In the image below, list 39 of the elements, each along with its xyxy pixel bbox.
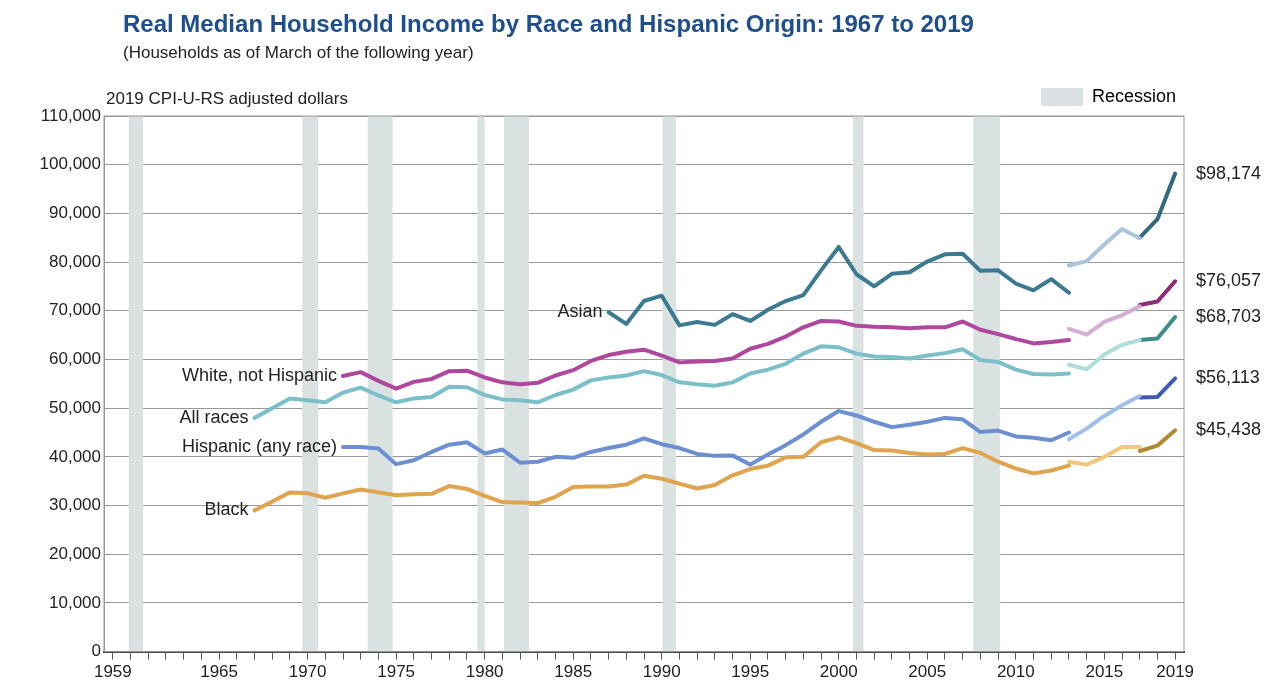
x-tick-label: 1985 <box>554 662 593 682</box>
y-tick-label: 110,000 <box>40 105 101 125</box>
x-tick-label: 1995 <box>731 662 770 682</box>
x-tick-label: 1959 <box>93 662 132 682</box>
chart-subtitle: (Households as of March of the following year) <box>123 43 474 62</box>
x-tick-label: 1975 <box>377 662 416 682</box>
x-tick-label: 2010 <box>996 662 1035 682</box>
x-tick-label: 1970 <box>288 662 327 682</box>
y-tick-label: 0 <box>91 641 101 661</box>
series-label: Hispanic (any race) <box>181 436 338 457</box>
x-tick-label: 1990 <box>642 662 681 682</box>
chart-title: Real Median Household Income by Race and Hispanic Origin: 1967 to 2019 <box>123 10 974 37</box>
y-tick-label: 20,000 <box>49 543 101 563</box>
y-tick-label: 70,000 <box>49 300 101 320</box>
series-label: Asian <box>557 301 603 322</box>
y-tick-label: 50,000 <box>49 397 101 417</box>
data-label: $76,057 <box>1196 270 1262 291</box>
x-tick-label: 2015 <box>1085 662 1124 682</box>
x-tick-label: 2019 <box>1156 662 1195 682</box>
y-tick-label: 80,000 <box>49 251 101 271</box>
series-label: Black <box>204 499 250 520</box>
x-tick-label: 1980 <box>465 662 504 682</box>
x-tick-label: 2005 <box>908 662 947 682</box>
y-tick-label: 30,000 <box>49 495 101 515</box>
y-tick-label: 60,000 <box>49 349 101 369</box>
series-label: White, not Hispanic <box>181 364 338 385</box>
series-label: All races <box>179 406 249 427</box>
legend-label: Recession <box>1091 85 1177 106</box>
y-tick-label: 100,000 <box>39 154 101 174</box>
data-label: $45,438 <box>1196 419 1262 440</box>
data-label: $98,174 <box>1196 162 1262 183</box>
y-axis-title: 2019 CPI-U-RS adjusted dollars <box>106 89 348 108</box>
data-label: $68,703 <box>1196 306 1262 327</box>
data-label: $56,113 <box>1196 367 1260 388</box>
y-tick-label: 90,000 <box>49 203 101 223</box>
x-tick-label: 1965 <box>200 662 238 682</box>
x-tick-label: 2000 <box>819 662 858 682</box>
y-tick-label: 10,000 <box>49 592 101 612</box>
y-tick-label: 40,000 <box>49 446 101 466</box>
